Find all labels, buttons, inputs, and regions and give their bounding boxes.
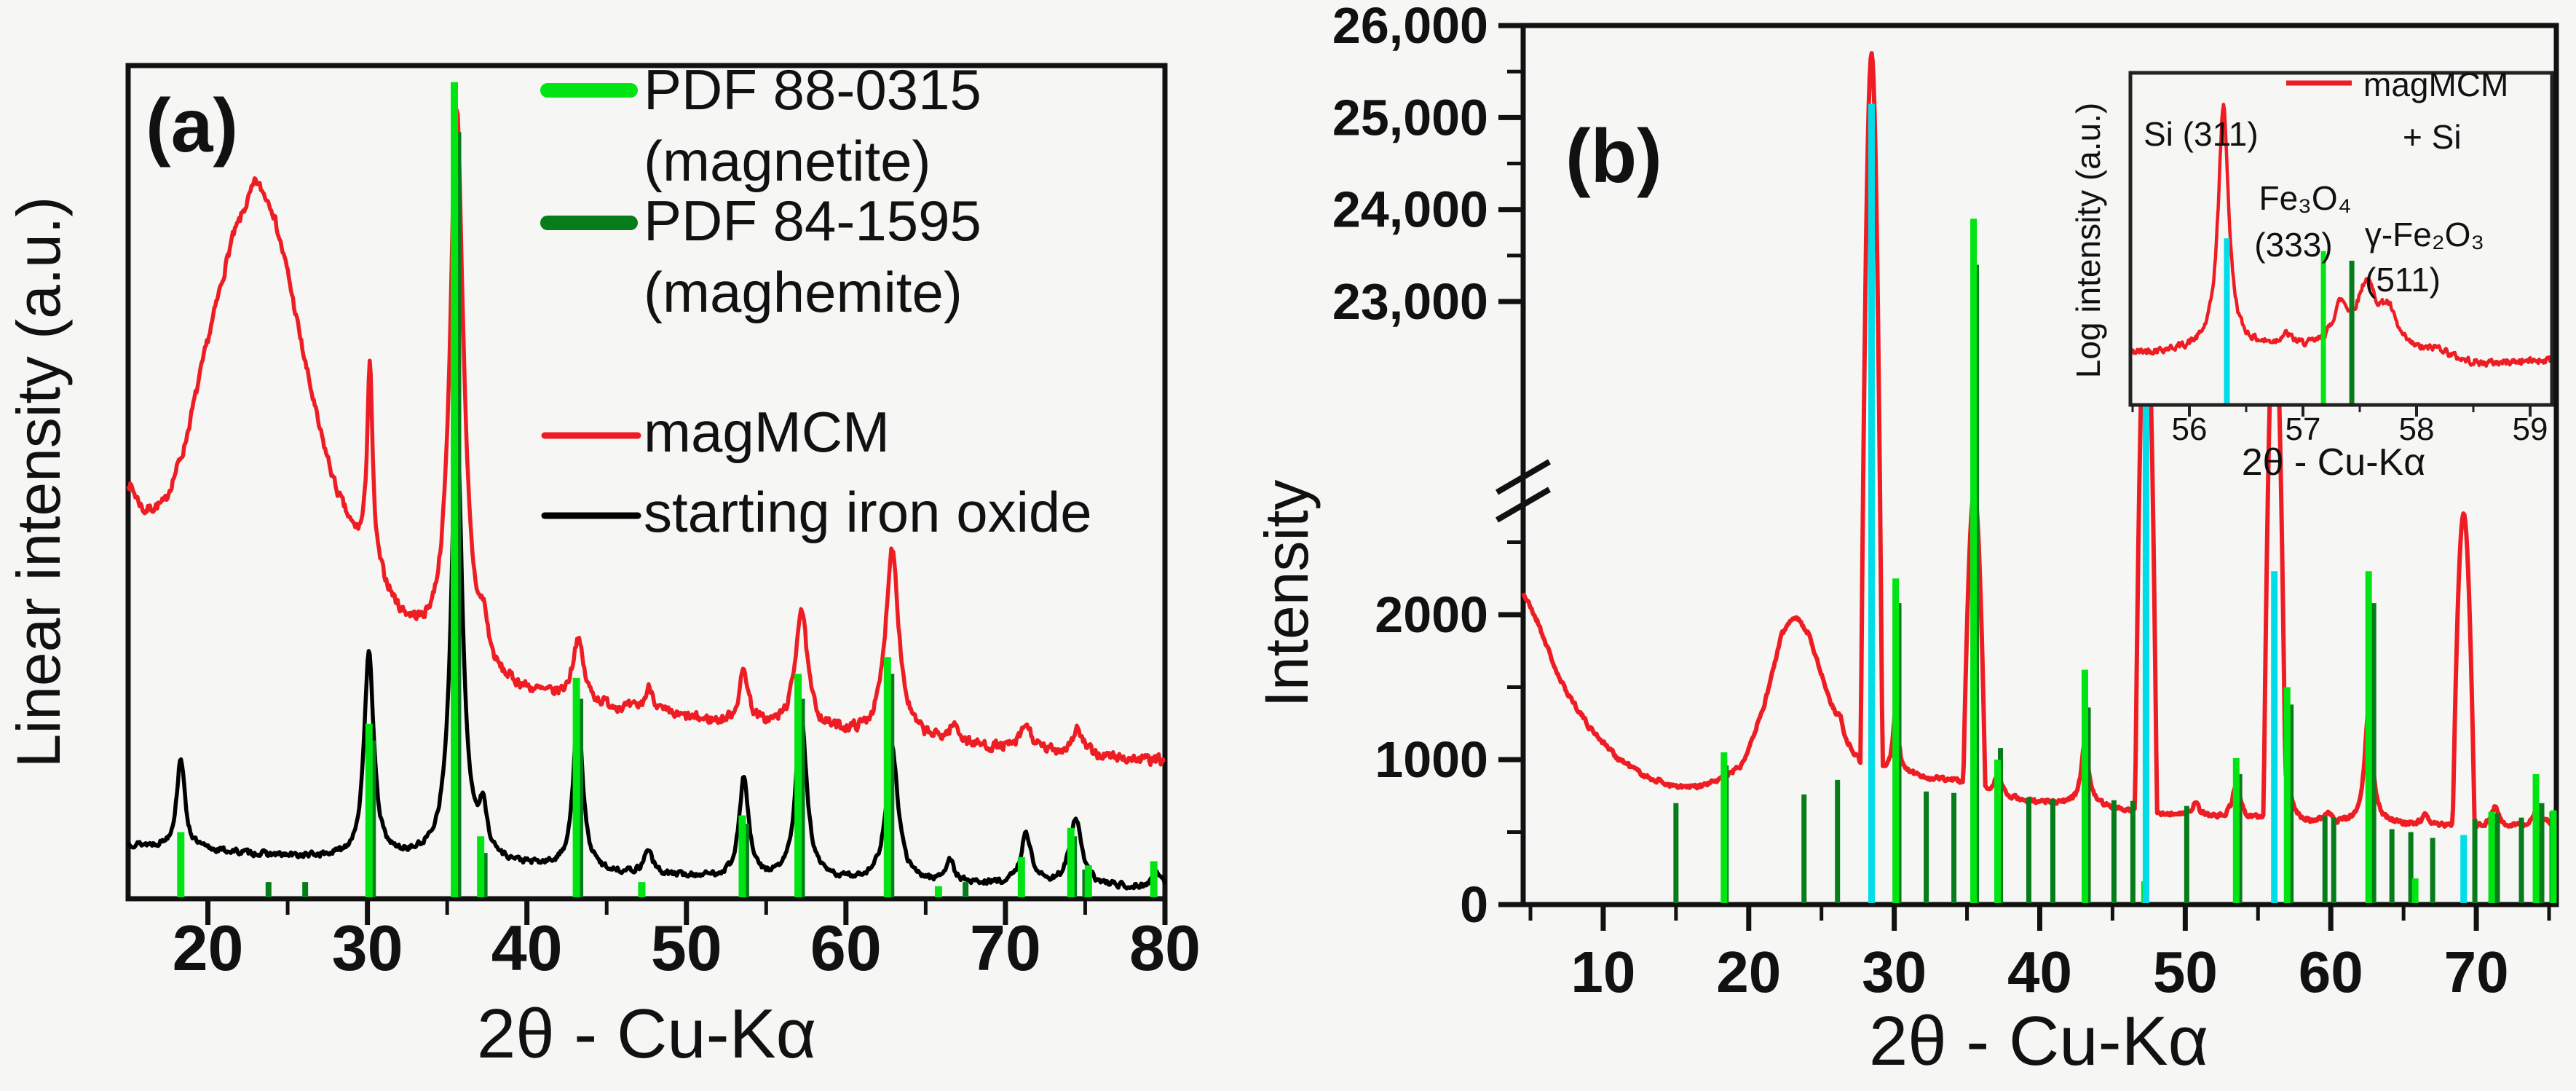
legend-a-label-magnetite-name: (magnetite) — [644, 129, 931, 193]
inset-x-tick-label: 59 — [2513, 411, 2548, 447]
curve-starting-iron-oxide — [127, 415, 1167, 891]
inset-x-tick-label: 56 — [2172, 411, 2208, 447]
panel-a-label: (a) — [146, 84, 238, 168]
panel-b-x-tick-label: 40 — [2007, 940, 2072, 1004]
panel-b-y-tick-label: 25,000 — [1332, 89, 1488, 146]
inset-legend-label-line2: + Si — [2403, 118, 2462, 156]
panel-a-frame — [125, 63, 1168, 902]
magnetite-bars-b — [1720, 218, 2557, 903]
panel-b-y-tick-label: 23,000 — [1332, 273, 1488, 330]
panel-a-curves — [126, 108, 1167, 891]
inset-y-axis-title: Log intensity (a.u.) — [2069, 103, 2107, 378]
inset-legend-label-line1: magMCM — [2363, 66, 2508, 103]
curve-magmcm-plus-si — [1521, 51, 2558, 830]
inset-annotation-fe3o4-hkl: (333) — [2254, 226, 2332, 264]
axis-break-marks — [1495, 459, 1552, 523]
legend-swatches-a — [540, 83, 641, 519]
inset-annotation-gfe2o3: γ-Fe₂O₃ — [2365, 216, 2484, 253]
panel-b-y-tick-label: 26,000 — [1332, 0, 1488, 54]
inset-annotation-gfe2o3-hkl: (511) — [2365, 261, 2441, 299]
legend-a-label-magnetite-pdf: PDF 88-0315 — [644, 58, 981, 122]
panel-b-x-tick-label: 20 — [1716, 940, 1781, 1004]
inset-background — [2130, 73, 2552, 405]
inset-curve-magmcm-plus-si — [2129, 103, 2553, 368]
panel-a-tick-label: 30 — [332, 912, 403, 984]
panel-a-tick-label: 80 — [1129, 912, 1201, 984]
panel-b-label: (b) — [1565, 114, 1662, 199]
legend-a-label-maghemite-pdf: PDF 84-1595 — [644, 189, 981, 253]
panel-b-y-tick-label: 0 — [1460, 876, 1488, 933]
magnetite-bars-a — [177, 82, 1158, 897]
panel-b-y-tick-label: 2000 — [1375, 586, 1488, 643]
maghemite-bars-a — [265, 132, 1089, 897]
panel-b-x-tick-label: 50 — [2153, 940, 2218, 1004]
axis-break-slash — [1495, 459, 1552, 495]
inset-annotation-fe3o4: Fe₃O₄ — [2259, 179, 2352, 217]
axis-break-slash — [1495, 487, 1552, 523]
panel-a-tick-label: 20 — [173, 912, 244, 984]
si-bars — [1868, 103, 2468, 903]
panel-a-x-axis-title: 2θ - Cu-Kα — [477, 995, 816, 1073]
panel-a-tick-label: 50 — [651, 912, 722, 984]
panel-a-tick-label: 60 — [810, 912, 882, 984]
inset-plot-frame — [2128, 71, 2554, 407]
inset-x-tick-label: 58 — [2399, 411, 2435, 447]
inset: 56 57 58 59 — [2128, 71, 2554, 447]
panel-b-curve — [1521, 51, 2558, 830]
panel-b-x-tick-label: 10 — [1571, 940, 1635, 1004]
panel-b-x-tick-label: 60 — [2299, 940, 2363, 1004]
legend-a-label-maghemite-name: (maghemite) — [644, 260, 963, 324]
panel-b-x-axis-title: 2θ - Cu-Kα — [1869, 1002, 2208, 1080]
panel-a-y-axis-title: Linear intensity (a.u.) — [4, 197, 73, 768]
panel-a-tick-label: 70 — [970, 912, 1041, 984]
generated-graphics: 20 30 40 50 60 70 80 10 20 30 40 50 60 70 0 1000 2000 23,… — [125, 0, 2559, 1004]
inset-x-tick-label: 57 — [2285, 411, 2321, 447]
panel-b-y-axis-title: Intensity — [1252, 480, 1321, 708]
panel-a-plot-frame — [125, 63, 1168, 902]
legend-a-label-starting-iron-oxide: starting iron oxide — [644, 480, 1092, 544]
inset-annotation-si-311: Si (311) — [2144, 115, 2259, 153]
panel-a-tick-label: 40 — [491, 912, 563, 984]
curve-magMCM — [126, 108, 1166, 768]
inset-x-axis-title: 2θ - Cu-Kα — [2242, 441, 2426, 484]
panel-a-ticks: 20 30 40 50 60 70 80 — [173, 899, 1201, 984]
panel-b-y-tick-label: 24,000 — [1332, 181, 1488, 238]
panel-b-ticks: 10 20 30 40 50 60 70 0 1000 2000 23,000 24,000 25,00… — [1332, 0, 2551, 1004]
panel-b-x-tick-label: 70 — [2444, 940, 2509, 1004]
panel-b-x-tick-label: 30 — [1862, 940, 1927, 1004]
legend-a-label-magmcm: magMCM — [644, 400, 890, 464]
panel-b-y-tick-label: 1000 — [1375, 731, 1488, 788]
